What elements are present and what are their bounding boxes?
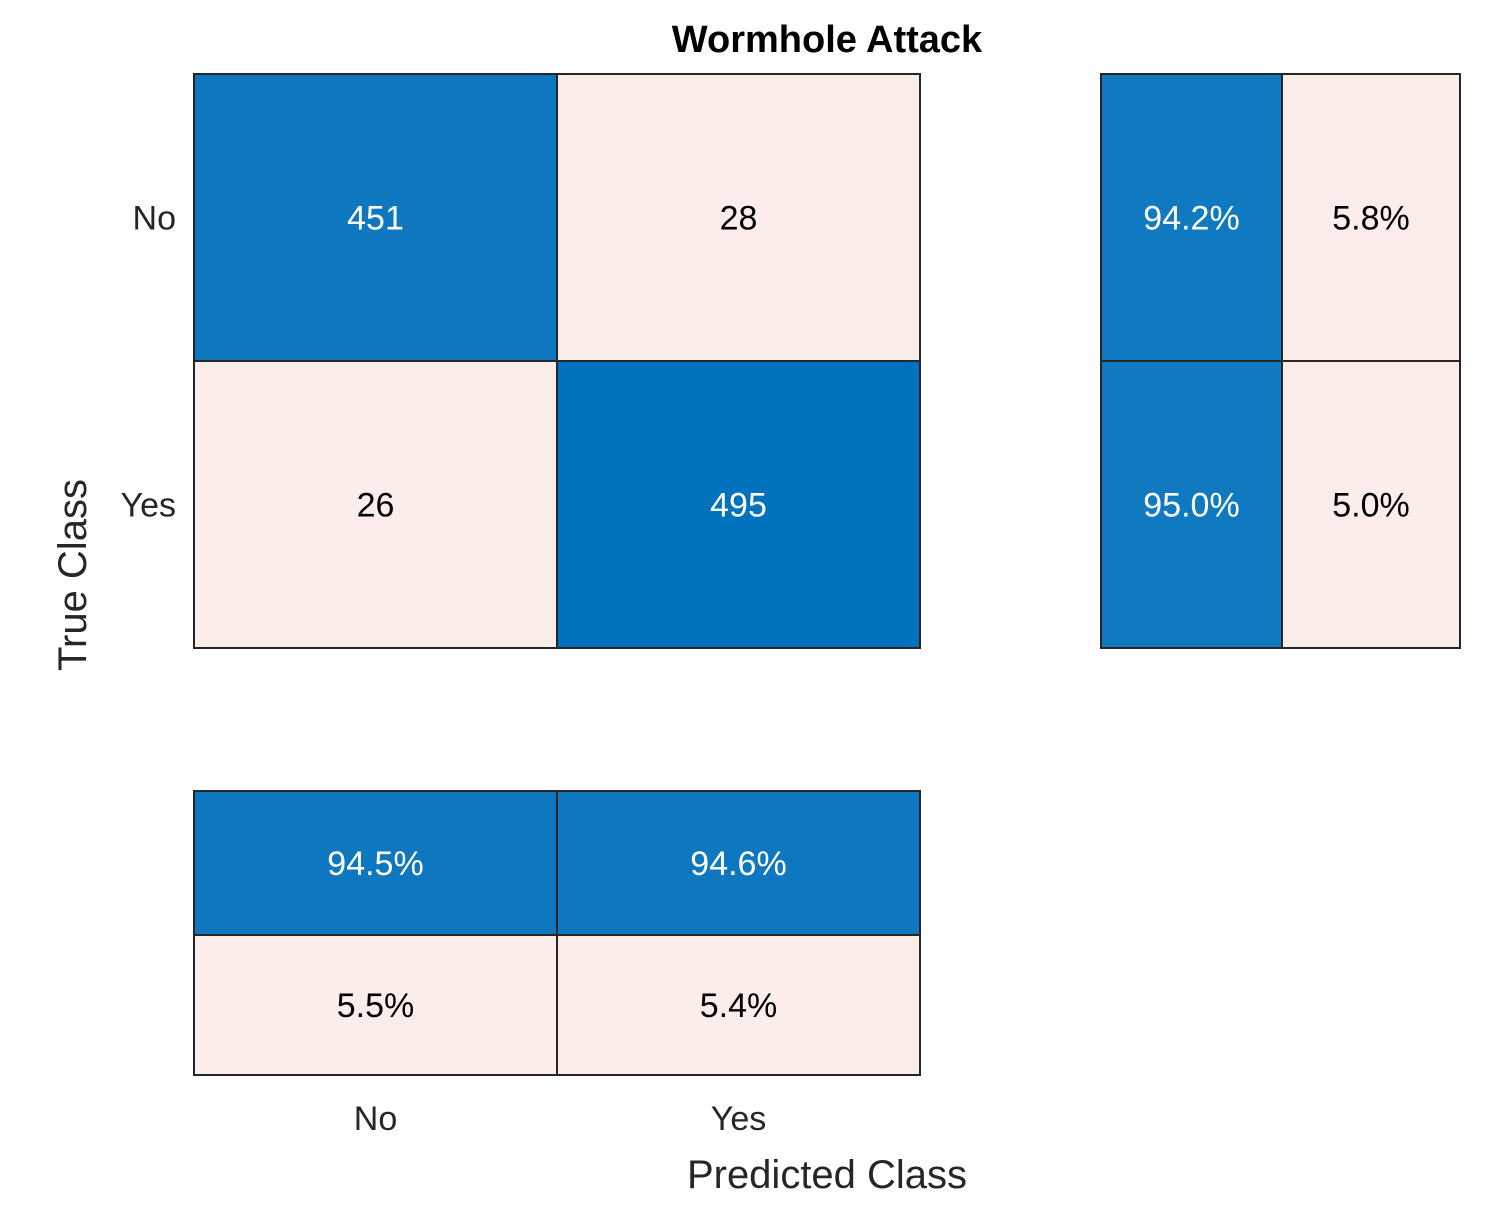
column-summary-panel: 94.5% 5.5% 94.6% 5.4% (193, 790, 921, 1076)
col-summary-incorrect-1 (556, 934, 921, 1076)
col-summary-correct-1 (556, 790, 921, 936)
x-tick-label-0: No (354, 1100, 397, 1138)
matrix-cell-1-1 (556, 360, 921, 649)
x-axis-label: Predicted Class (687, 1153, 967, 1197)
row-summary-incorrect-1-label: 5.0% (1332, 487, 1410, 525)
col-summary-incorrect-0 (193, 934, 558, 1076)
matrix-cell-0-1 (556, 73, 921, 362)
row-summary-incorrect-1 (1281, 360, 1461, 649)
matrix-cell-1-0-label: 26 (357, 487, 395, 525)
chart-title: Wormhole Attack (672, 19, 983, 61)
y-tick-label-1: Yes (121, 487, 176, 525)
col-summary-incorrect-1-label: 5.4% (700, 987, 778, 1025)
col-summary-correct-0-label: 94.5% (327, 845, 423, 883)
y-axis-label: True Class (51, 479, 95, 671)
row-summary-incorrect-0-label: 5.8% (1332, 200, 1410, 238)
matrix-cell-1-1-label: 495 (710, 487, 767, 525)
col-summary-correct-1-label: 94.6% (690, 845, 786, 883)
x-tick-label-1: Yes (711, 1100, 766, 1138)
matrix-cell-0-1-label: 28 (720, 200, 758, 238)
confusion-matrix: 451 28 26 495 (193, 73, 921, 649)
matrix-cell-1-0 (193, 360, 558, 649)
tick-labels: No No Yes Yes (121, 200, 767, 1139)
row-summary-correct-1-label: 95.0% (1143, 487, 1239, 525)
col-summary-incorrect-0-label: 5.5% (337, 987, 415, 1025)
row-summary-correct-0 (1100, 73, 1283, 362)
y-tick-label-0: No (133, 200, 176, 238)
matrix-cell-0-0 (193, 73, 558, 362)
row-summary-incorrect-0 (1281, 73, 1461, 362)
row-summary-panel: 94.2% 5.8% 95.0% 5.0% (1100, 73, 1461, 649)
row-summary-correct-1 (1100, 360, 1283, 649)
row-summary-correct-0-label: 94.2% (1143, 200, 1239, 238)
matrix-cell-0-0-label: 451 (347, 200, 404, 238)
